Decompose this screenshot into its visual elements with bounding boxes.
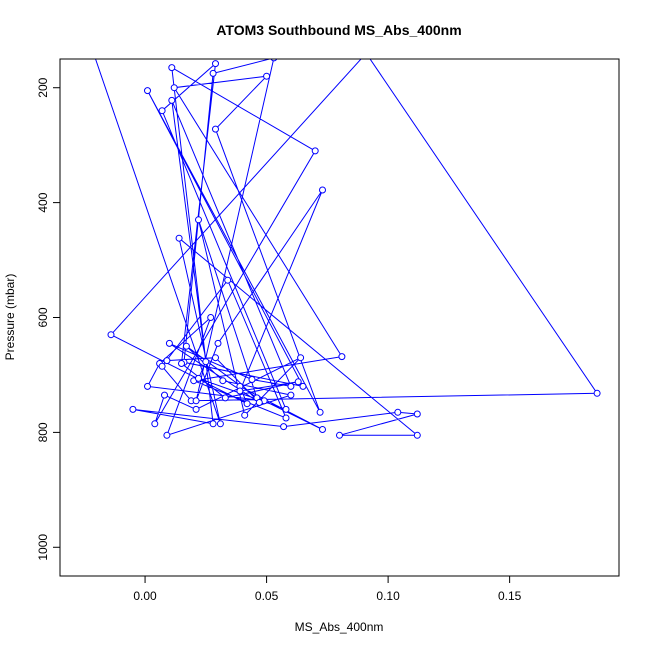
data-point <box>151 420 159 428</box>
data-point <box>413 431 421 439</box>
series-layer <box>95 59 601 439</box>
data-point <box>282 405 290 413</box>
data-point <box>182 342 190 350</box>
data-point <box>195 374 202 382</box>
data-point <box>144 382 151 390</box>
data-point <box>175 234 183 242</box>
data-point <box>319 426 326 433</box>
data-point <box>248 376 256 383</box>
data-point <box>236 387 244 395</box>
x-tick-label: 0.10 <box>376 589 400 603</box>
data-point <box>207 314 215 321</box>
data-point <box>221 394 229 402</box>
y-tick-label: 400 <box>36 192 50 212</box>
data-point <box>214 339 222 347</box>
data-point <box>280 423 288 431</box>
data-point <box>168 64 176 72</box>
data-point <box>216 420 224 428</box>
y-axis: 200 400 600 800 1000 <box>36 77 61 561</box>
data-point <box>287 382 295 390</box>
data-point <box>195 216 202 224</box>
data-point <box>165 339 173 347</box>
data-point <box>170 84 178 92</box>
data-point <box>212 125 219 133</box>
data-point <box>224 276 232 284</box>
data-point <box>178 360 185 367</box>
data-point <box>209 420 217 428</box>
y-tick-label: 800 <box>36 422 50 442</box>
data-point <box>294 378 302 386</box>
data-point <box>192 397 200 405</box>
data-point <box>144 87 151 95</box>
data-point <box>107 331 115 339</box>
data-point <box>209 69 217 77</box>
data-point <box>287 391 295 399</box>
data-point <box>394 408 402 416</box>
data-point <box>593 389 601 397</box>
data-point <box>158 362 166 370</box>
data-point <box>219 377 227 385</box>
data-point <box>212 354 219 362</box>
data-point <box>168 96 176 104</box>
data-point <box>336 431 343 439</box>
data-point <box>129 405 137 413</box>
data-point <box>297 354 305 362</box>
x-axis: 0.00 0.05 0.10 0.15 <box>133 575 522 603</box>
y-tick-label: 200 <box>36 77 50 97</box>
data-point <box>263 72 271 80</box>
data-point <box>161 391 168 399</box>
data-point <box>158 107 166 115</box>
data-point <box>299 382 307 390</box>
y-axis-label: Pressure (mbar) <box>3 274 17 361</box>
x-tick-label: 0.05 <box>255 589 279 603</box>
data-point <box>282 414 290 422</box>
x-tick-label: 0.00 <box>133 589 157 603</box>
data-point <box>338 353 346 361</box>
data-point <box>255 399 263 406</box>
data-point <box>163 357 171 365</box>
data-point <box>319 186 326 194</box>
data-point <box>192 405 200 413</box>
x-axis-label: MS_Abs_400nm <box>295 620 384 634</box>
data-point <box>212 60 219 68</box>
data-point <box>413 410 421 418</box>
chart-title: ATOM3 Southbound MS_Abs_400nm <box>216 22 461 38</box>
data-point <box>241 411 249 419</box>
data-point <box>202 358 210 366</box>
data-point <box>243 400 251 408</box>
data-point <box>311 147 319 155</box>
y-tick-label: 600 <box>36 307 50 327</box>
data-point <box>316 408 324 416</box>
y-tick-label: 1000 <box>36 534 50 561</box>
x-tick-label: 0.15 <box>498 589 522 603</box>
data-point <box>163 431 171 439</box>
